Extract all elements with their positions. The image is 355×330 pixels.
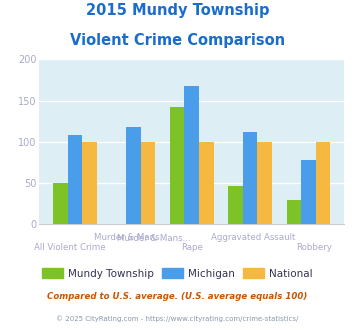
Bar <box>286 200 301 224</box>
Text: Murder & Mans...: Murder & Mans... <box>117 234 190 243</box>
Bar <box>170 107 184 224</box>
Text: Robbery: Robbery <box>296 243 332 251</box>
Bar <box>301 160 316 224</box>
Bar <box>228 185 243 224</box>
Text: Aggravated Assault: Aggravated Assault <box>211 233 295 242</box>
Bar <box>53 183 67 224</box>
Legend: Mundy Township, Michigan, National: Mundy Township, Michigan, National <box>38 264 317 283</box>
Text: Murder & Mans...: Murder & Mans... <box>94 233 168 242</box>
Bar <box>141 142 155 224</box>
Bar <box>257 142 272 224</box>
Text: Rape: Rape <box>181 243 203 251</box>
Bar <box>67 135 82 224</box>
Text: All Violent Crime: All Violent Crime <box>34 243 105 251</box>
Bar <box>199 142 214 224</box>
Bar <box>82 142 97 224</box>
Text: Violent Crime Comparison: Violent Crime Comparison <box>70 33 285 48</box>
Bar <box>316 142 331 224</box>
Bar <box>243 132 257 224</box>
Text: 2015 Mundy Township: 2015 Mundy Township <box>86 3 269 18</box>
Text: Compared to U.S. average. (U.S. average equals 100): Compared to U.S. average. (U.S. average … <box>47 292 308 301</box>
Text: © 2025 CityRating.com - https://www.cityrating.com/crime-statistics/: © 2025 CityRating.com - https://www.city… <box>56 315 299 322</box>
Bar <box>126 127 141 224</box>
Bar <box>184 86 199 224</box>
